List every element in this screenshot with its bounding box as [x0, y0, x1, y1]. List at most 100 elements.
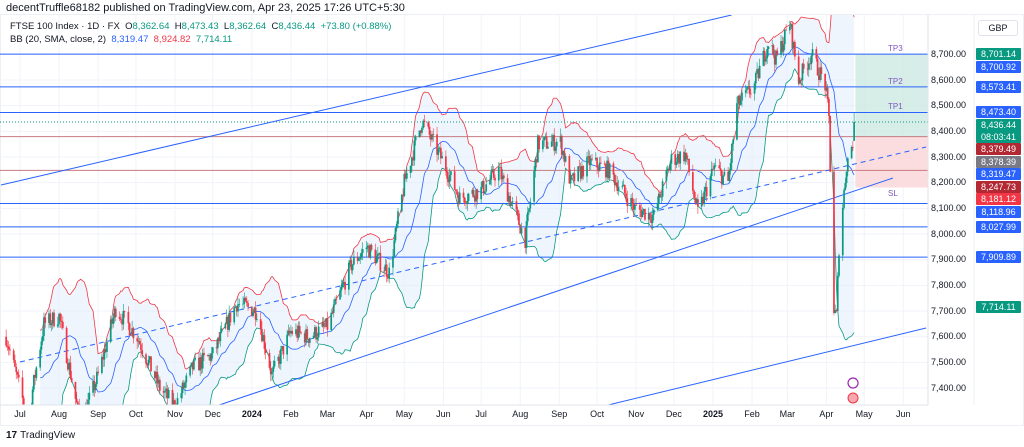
candle	[785, 24, 787, 31]
candle	[308, 337, 311, 348]
candle-body	[826, 87, 829, 100]
symbol-title[interactable]: FTSE 100 Index · 1D · FX	[10, 21, 120, 32]
candle-body	[518, 213, 520, 225]
candle-body	[625, 193, 627, 199]
candle	[573, 167, 576, 187]
candle-body	[43, 317, 45, 336]
candle-body	[563, 151, 566, 162]
candle-body	[199, 357, 202, 371]
candle	[736, 96, 738, 141]
candle	[397, 207, 399, 229]
candle	[492, 165, 495, 180]
low-value: 8,362.64	[229, 21, 267, 32]
candle	[400, 193, 403, 213]
price-tag: 8,118.96	[976, 205, 1021, 218]
candle	[245, 296, 248, 307]
tradingview-footer[interactable]: 17 TradingView	[6, 430, 75, 441]
candle	[174, 398, 176, 405]
candle	[703, 186, 706, 207]
candle-body	[128, 323, 131, 336]
candle	[702, 193, 704, 206]
candle	[825, 81, 828, 92]
candle-body	[555, 141, 558, 147]
candle-body	[679, 151, 682, 164]
candle	[182, 379, 185, 390]
candle-body	[834, 310, 837, 313]
candle-body	[167, 389, 170, 399]
candle-body	[356, 256, 359, 261]
candle	[216, 337, 219, 356]
candle-body	[644, 208, 646, 220]
candle-body	[765, 58, 767, 62]
candle	[722, 175, 724, 186]
candle-body	[216, 338, 219, 349]
candle	[273, 355, 276, 369]
candle-body	[200, 357, 203, 369]
candle-body	[594, 157, 597, 160]
candle	[712, 162, 714, 171]
candle-body	[234, 306, 237, 308]
candle	[412, 150, 414, 167]
candle	[138, 337, 141, 345]
candle-body	[852, 146, 854, 148]
candle-body	[211, 347, 214, 354]
candle	[438, 146, 441, 153]
candle-body	[315, 327, 317, 340]
candle	[224, 322, 227, 330]
candle-body	[591, 158, 593, 160]
candle-body	[606, 160, 609, 178]
candle-body	[560, 135, 563, 155]
time-tick-label: Apr	[359, 409, 374, 419]
candle-body	[446, 171, 448, 179]
price-tag: 8,319.47	[976, 168, 1021, 181]
candle-body	[720, 170, 723, 185]
candle-body	[281, 346, 283, 350]
candle	[272, 360, 275, 378]
candle	[40, 337, 43, 355]
candle-body	[714, 165, 717, 167]
candle-body	[96, 371, 98, 384]
candle	[271, 368, 273, 381]
candle	[660, 192, 663, 204]
candle-body	[489, 179, 491, 185]
candle-body	[582, 165, 585, 177]
candle	[48, 310, 50, 329]
candle	[744, 84, 747, 98]
zone-label-tp1: TP1	[888, 102, 903, 112]
candle-body	[171, 389, 174, 405]
candle	[334, 296, 336, 305]
candle	[578, 159, 581, 172]
candle	[339, 285, 341, 300]
candle	[172, 392, 175, 405]
candle-body	[494, 177, 496, 181]
currency-button[interactable]: GBP	[978, 20, 1018, 36]
candle	[150, 356, 152, 372]
open-label: O	[125, 21, 133, 32]
candle-body	[562, 151, 564, 155]
candle-body	[165, 388, 168, 392]
candle	[262, 331, 265, 342]
candle	[829, 115, 832, 173]
candle	[615, 174, 617, 188]
candle-body	[651, 214, 654, 223]
bb-title[interactable]: BB (20, SMA, close, 2)	[10, 34, 107, 45]
candle-body	[766, 49, 769, 59]
candle-body	[146, 363, 149, 366]
candle	[713, 162, 716, 177]
candle-body	[762, 50, 765, 66]
candle	[665, 166, 668, 189]
candle	[616, 176, 619, 195]
candle	[535, 158, 538, 168]
candle	[670, 150, 673, 171]
candle-body	[581, 165, 583, 179]
candle	[622, 179, 625, 187]
candle-body	[412, 157, 414, 161]
candle	[94, 382, 97, 394]
candle	[754, 71, 757, 90]
candle	[201, 348, 204, 374]
candle-body	[702, 196, 704, 204]
candle	[9, 344, 11, 356]
candle-body	[776, 50, 779, 55]
candle-body	[51, 312, 54, 324]
